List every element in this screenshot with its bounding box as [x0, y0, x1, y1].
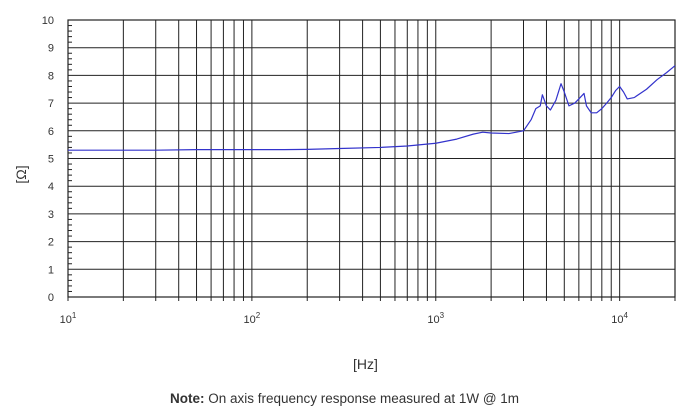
x-tick-labels: 101 102 103 104: [60, 311, 629, 326]
y-tick-label: 4: [48, 181, 54, 193]
note-text: On axis frequency response measured at 1…: [204, 391, 520, 406]
y-tick-label: 2: [48, 237, 54, 249]
y-tick-label: 1: [48, 264, 54, 276]
note-label: Note:: [169, 391, 205, 406]
y-tick-label: 3: [48, 209, 54, 221]
x-axis-label: [Hz]: [353, 356, 378, 372]
x-tick-label: 101: [60, 311, 77, 326]
x-tick-label: 103: [427, 311, 444, 326]
y-tick-label: 7: [48, 98, 54, 110]
y-tick-label: 0: [48, 292, 54, 304]
grid: [68, 20, 675, 297]
y-tick-label: 10: [42, 15, 54, 27]
note-caption: Note: On axis frequency response measure…: [0, 391, 689, 406]
y-tick-labels: 0 1 2 3 4 5 6 7 8 9 10: [42, 15, 54, 304]
y-tick-label: 6: [48, 126, 54, 138]
series-line: [68, 65, 676, 151]
series-layer: [68, 65, 676, 151]
x-tick-label: 104: [611, 311, 628, 326]
y-tick-label: 8: [48, 70, 54, 82]
plot-frame: [67, 19, 676, 301]
plot-border: [67, 19, 676, 298]
y-axis-label: [Ω]: [13, 165, 29, 183]
y-tick-label: 5: [48, 154, 54, 166]
y-tick-label: 9: [48, 43, 54, 55]
x-tick-label: 102: [244, 311, 261, 326]
